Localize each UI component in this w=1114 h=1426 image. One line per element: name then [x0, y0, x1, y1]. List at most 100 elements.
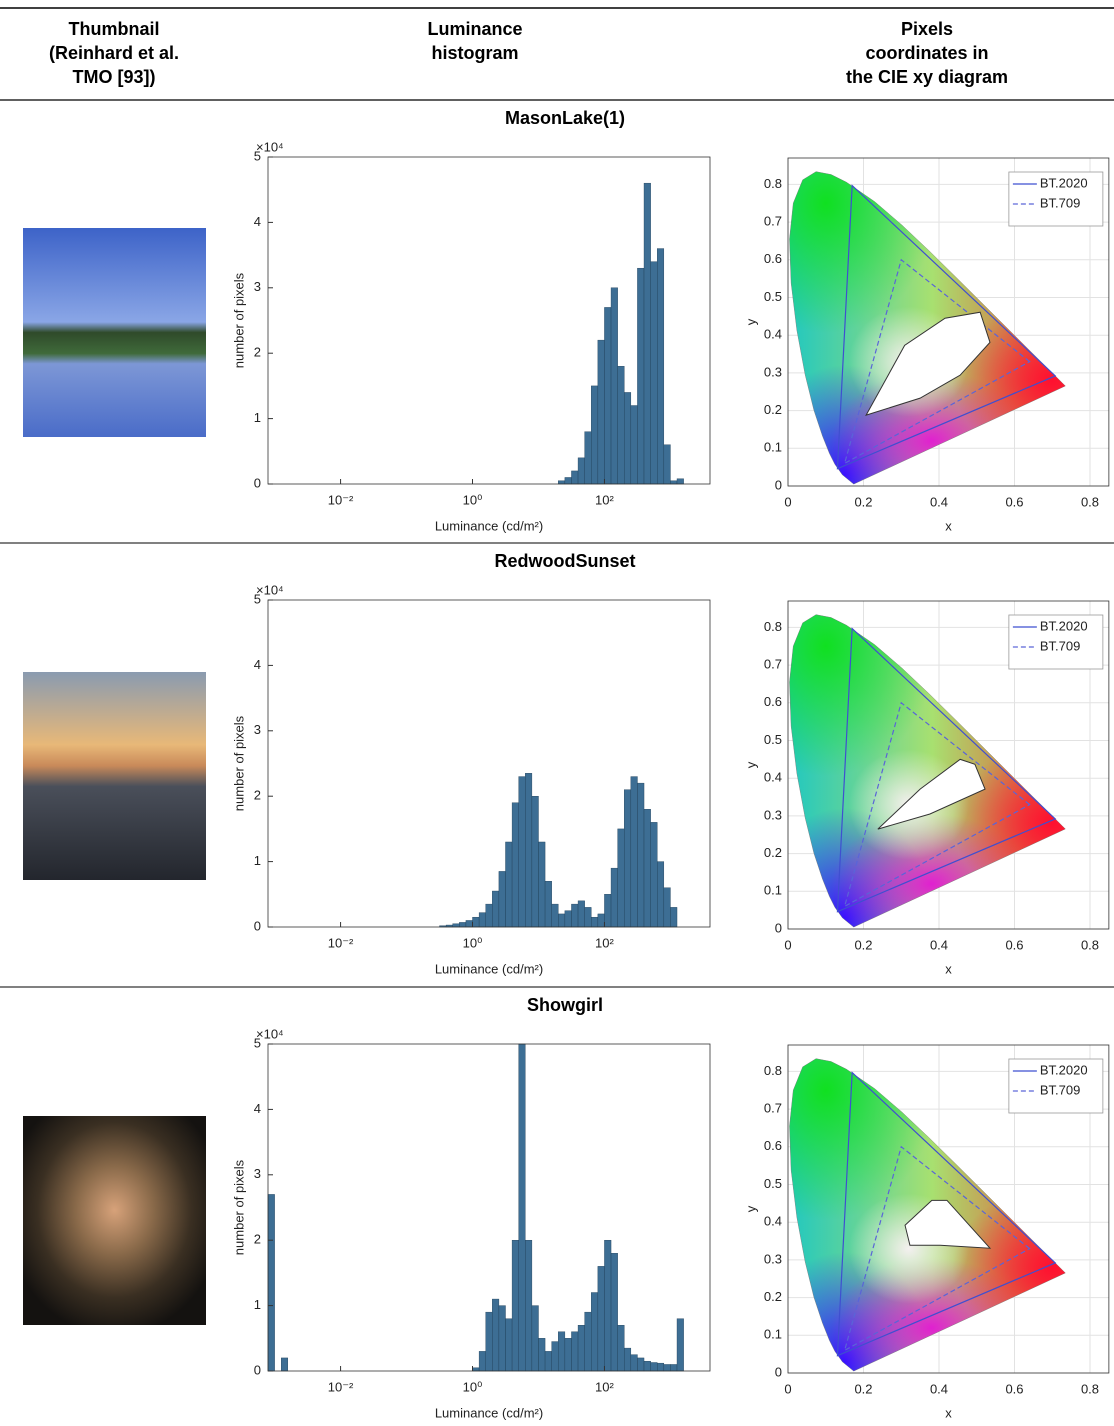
y-tick-label: 0.7	[764, 657, 782, 672]
x-tick-label: 0	[784, 937, 791, 952]
header-text: TMO [93])	[73, 67, 156, 87]
histogram-bar	[564, 477, 572, 485]
thumbnail	[23, 672, 206, 880]
y-tick-label: 5	[254, 1035, 261, 1050]
axes-box	[787, 1044, 1110, 1374]
histogram-bar	[597, 913, 605, 928]
histogram-bar	[630, 776, 638, 928]
histogram-bar	[511, 1239, 519, 1372]
histogram-bar	[551, 903, 559, 928]
header-text: Thumbnail	[69, 19, 160, 39]
y-tick-label: 4	[254, 657, 261, 672]
x-tick-label: 10⁰	[463, 1379, 483, 1394]
histogram-bar	[604, 894, 612, 928]
x-tick-label: 10⁰	[463, 492, 483, 507]
y-axis-label: y	[743, 318, 758, 325]
legend-box	[1008, 614, 1104, 670]
x-tick-label: 0.2	[854, 494, 872, 509]
histogram-bar	[459, 922, 467, 928]
spectral-locus	[789, 1058, 1066, 1372]
x-tick-label: 10⁻²	[328, 492, 354, 507]
y-tick-label: 0.5	[764, 1176, 782, 1191]
x-tick-label: 10²	[595, 935, 614, 950]
y-tick-label: 1	[254, 410, 261, 425]
histogram-bar	[591, 385, 599, 485]
y-axis-label: number of pixels	[231, 715, 246, 811]
y-tick-label: 0.3	[764, 1251, 782, 1266]
y-tick-label: 0	[254, 1362, 261, 1377]
histogram-bar	[630, 405, 638, 485]
x-axis-label: x	[945, 518, 952, 533]
y-tick-label: 5	[254, 591, 261, 606]
histogram-bar	[676, 478, 684, 485]
y-tick-label: 3	[254, 722, 261, 737]
header-text: coordinates in	[865, 43, 988, 63]
y-tick-label: 0.1	[764, 883, 782, 898]
x-tick-label: 0.6	[1005, 494, 1023, 509]
histogram-bar	[485, 903, 493, 928]
y-tick-label: 0.2	[764, 1289, 782, 1304]
histogram-bar	[670, 480, 678, 485]
y-tick-label: 0.5	[764, 732, 782, 747]
y-tick-label: 4	[254, 214, 261, 229]
x-tick-label: 10²	[595, 1379, 614, 1394]
legend-label: BT.709	[1040, 1082, 1080, 1097]
y-tick-label: 0.6	[764, 694, 782, 709]
y-tick-label: 0.5	[764, 289, 782, 304]
histogram-bar	[558, 480, 566, 485]
header-text: histogram	[431, 43, 518, 63]
y-multiplier: ×10⁴	[256, 582, 284, 597]
x-axis-label: x	[945, 961, 952, 976]
histogram-bar	[267, 1194, 275, 1372]
axes-box	[787, 600, 1110, 930]
axes-box	[787, 157, 1110, 487]
y-tick-label: 2	[254, 1232, 261, 1247]
x-tick-label: 0.4	[930, 494, 948, 509]
y-tick-label: 0	[254, 918, 261, 933]
histogram-bar	[511, 802, 519, 928]
histogram-bar	[472, 1367, 480, 1372]
y-tick-label: 0.4	[764, 770, 782, 785]
gamut-green	[789, 1058, 936, 1221]
y-tick-label: 0.7	[764, 1101, 782, 1116]
pixel-hull	[877, 758, 986, 830]
header-text: (Reinhard et al.	[49, 43, 179, 63]
y-tick-label: 0	[254, 475, 261, 490]
y-multiplier: ×10⁴	[256, 139, 284, 154]
histogram-bar	[657, 861, 665, 928]
gamut-green	[789, 614, 936, 777]
y-axis-label: number of pixels	[231, 1159, 246, 1255]
y-tick-label: 0	[775, 920, 782, 935]
histogram-bar	[452, 923, 460, 928]
histogram-bar	[577, 457, 585, 485]
y-tick-label: 0	[775, 477, 782, 492]
x-axis-label: Luminance (cd/m²)	[435, 961, 543, 976]
histogram-bar	[610, 1253, 618, 1372]
histogram-bar	[281, 1357, 289, 1372]
histogram-bar	[663, 887, 671, 928]
thumbnail	[23, 1116, 206, 1325]
histogram-bar	[650, 261, 658, 485]
y-axis-label: number of pixels	[231, 272, 246, 368]
y-tick-label: 0.1	[764, 1327, 782, 1342]
histogram-bar	[531, 796, 539, 928]
histogram-bar	[505, 1318, 513, 1372]
histogram-bar	[676, 1318, 684, 1372]
pixel-hull	[865, 311, 991, 416]
x-axis-label: Luminance (cd/m²)	[435, 518, 543, 533]
y-tick-label: 2	[254, 345, 261, 360]
histogram-bar	[584, 1311, 592, 1372]
spectral-locus	[789, 614, 1066, 928]
y-tick-label: 0.8	[764, 1063, 782, 1078]
histogram-bar	[624, 789, 632, 928]
y-multiplier: ×10⁴	[256, 1026, 284, 1041]
histogram-bar	[650, 822, 658, 928]
histogram-bar	[571, 1331, 579, 1372]
histogram-bar	[558, 1331, 566, 1372]
y-tick-label: 0.8	[764, 176, 782, 191]
y-axis-label: y	[743, 1205, 758, 1212]
histogram-bar	[604, 307, 612, 485]
histogram-bar	[577, 1325, 585, 1372]
histogram-bar	[577, 900, 585, 928]
